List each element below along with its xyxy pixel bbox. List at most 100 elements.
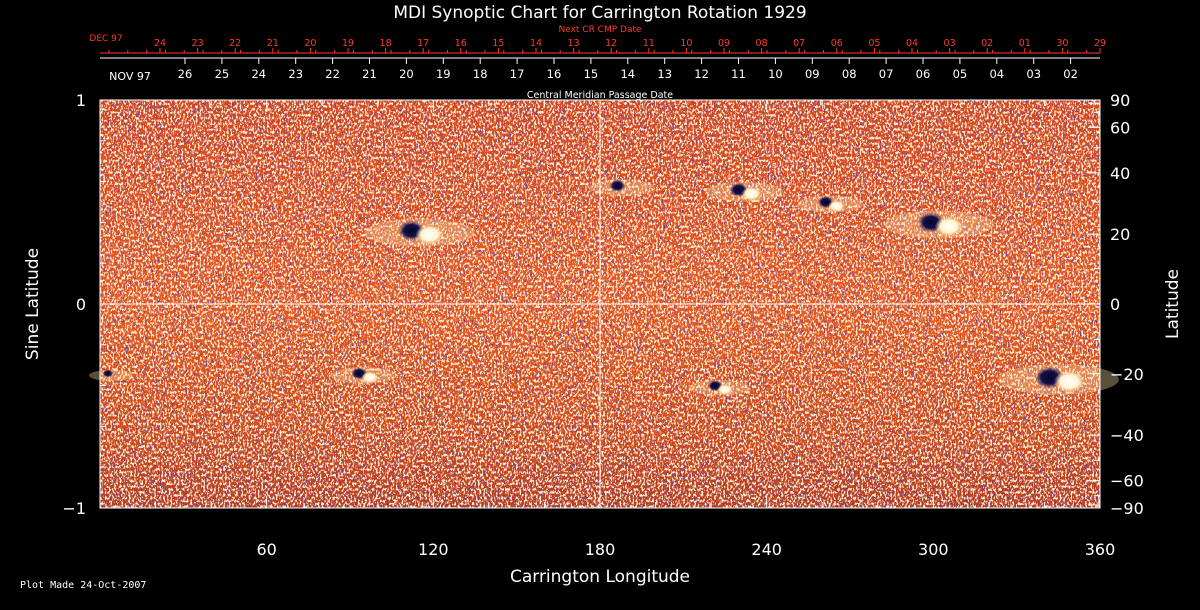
next-cr-tick-label: 13 [568, 38, 580, 49]
cmp-date-tick-label: 03 [1026, 67, 1041, 81]
cmp-date-tick-label: 14 [620, 67, 635, 81]
active-region [364, 218, 475, 247]
chart-title: MDI Synoptic Chart for Carrington Rotati… [393, 3, 806, 23]
x-tick-label: 300 [918, 540, 949, 559]
active-region [883, 210, 994, 239]
next-cr-axis-month: DEC 97 [89, 34, 122, 44]
active-region [330, 367, 397, 384]
cmp-date-tick-label: 02 [1063, 67, 1078, 81]
positive-polarity-patch [717, 384, 733, 396]
y-right-tick-label: −90 [1110, 499, 1144, 518]
cmp-date-tick-label: 11 [731, 67, 746, 81]
x-axis: 60 120 180 240 300 360 [155, 100, 1116, 559]
y-axis-left-label: Sine Latitude [23, 248, 43, 360]
next-cr-tick-label: 19 [342, 38, 354, 49]
next-cr-tick-label: 05 [868, 38, 880, 49]
cmp-date-tick-label: 24 [251, 67, 266, 81]
cmp-date-tick-label: 04 [989, 67, 1004, 81]
x-tick-label: 120 [418, 540, 449, 559]
next-cr-axis-label: Next CR CMP Date [558, 25, 642, 35]
y-axis-right-label: Latitude [1163, 269, 1183, 339]
next-cr-tick-label: 09 [718, 38, 730, 49]
x-tick-label: 180 [585, 540, 616, 559]
y-right-tick-label: −20 [1110, 365, 1144, 384]
next-cr-tick-label: 24 [154, 38, 166, 49]
y-right-tick-label: −40 [1110, 426, 1144, 445]
next-cr-tick-label: 23 [192, 38, 204, 49]
active-region [997, 364, 1119, 395]
cmp-date-tick-label: 05 [953, 67, 968, 81]
active-region [797, 195, 864, 213]
cmp-date-tick-label: 25 [215, 67, 230, 81]
positive-polarity-patch [415, 224, 444, 245]
next-cr-tick-label: 20 [304, 38, 316, 49]
cmp-date-tick-label: 13 [657, 67, 672, 81]
next-cr-tick-label: 14 [530, 38, 542, 49]
y-right-tick-label: 40 [1110, 164, 1130, 183]
y-left-tick-label: −1 [62, 499, 86, 518]
x-tick-label: 60 [256, 540, 276, 559]
y-right-tick-label: −60 [1110, 472, 1144, 491]
next-cr-tick-label: 04 [906, 38, 918, 49]
positive-polarity-patch [741, 186, 762, 201]
next-cr-tick-label: 01 [1019, 38, 1031, 49]
x-tick-label: 360 [1085, 540, 1116, 559]
y-axis-left: 1 0 −1 [62, 91, 112, 518]
positive-polarity-patch [361, 371, 379, 384]
cmp-date-tick-label: 17 [510, 67, 525, 81]
x-axis-label: Carrington Longitude [510, 567, 690, 587]
cmp-date-tick-label: 09 [805, 67, 820, 81]
x-tick-label: 240 [751, 540, 782, 559]
negative-polarity-patch [102, 369, 114, 378]
cmp-date-tick-label: 10 [768, 67, 783, 81]
cmp-date-axis-month: NOV 97 [109, 70, 151, 83]
active-region [589, 179, 656, 197]
y-right-tick-label: 60 [1110, 118, 1130, 137]
next-cr-tick-label: 08 [756, 38, 768, 49]
cmp-date-tick-label: 26 [178, 67, 193, 81]
positive-polarity-patch [828, 200, 845, 213]
y-axis-right: 90 60 40 20 0 −20 −40 −60 −90 [1088, 91, 1144, 518]
y-right-tick-label: 20 [1110, 225, 1130, 244]
next-cr-tick-label: 16 [455, 38, 467, 49]
cmp-date-tick-label: 12 [694, 67, 709, 81]
next-cr-tick-label: 07 [793, 38, 805, 49]
y-right-tick-label: 0 [1110, 295, 1120, 314]
cmp-date-axis-label: Central Meridian Passage Date [527, 90, 673, 101]
next-cr-tick-label: 02 [981, 38, 993, 49]
next-cr-tick-label: 30 [1056, 38, 1068, 49]
cmp-date-tick-label: 20 [399, 67, 414, 81]
next-cr-tick-label: 11 [643, 38, 655, 49]
positive-polarity-patch [1053, 370, 1085, 393]
plot-timestamp: Plot Made 24-Oct-2007 [20, 580, 147, 591]
cmp-date-tick-label: 18 [473, 67, 488, 81]
next-cr-tick-label: 06 [831, 38, 843, 49]
next-cr-tick-label: 22 [229, 38, 241, 49]
next-cr-tick-label: 03 [944, 38, 956, 49]
active-region [689, 379, 750, 396]
next-cr-tick-label: 29 [1094, 38, 1106, 49]
cmp-date-tick-label: 16 [547, 67, 562, 81]
next-cr-tick-label: 10 [680, 38, 692, 49]
next-cr-tick-label: 21 [267, 38, 279, 49]
cmp-date-tick-label: 07 [879, 67, 894, 81]
cmp-date-tick-label: 06 [916, 67, 931, 81]
negative-polarity-patch [609, 179, 626, 192]
cmp-date-tick-label: 08 [842, 67, 857, 81]
y-left-tick-label: 0 [76, 295, 86, 314]
y-right-tick-label: 90 [1110, 91, 1130, 110]
cmp-date-axis: NOV 97 Central Meridian Passage Date 26 2… [100, 57, 1100, 101]
next-cr-tick-label: 18 [380, 38, 392, 49]
next-cr-tick-label: 12 [605, 38, 617, 49]
cmp-date-tick-label: 19 [436, 67, 451, 81]
active-region [705, 182, 783, 202]
cmp-date-tick-label: 22 [325, 67, 340, 81]
y-left-tick-label: 1 [76, 91, 86, 110]
cmp-date-tick-label: 23 [288, 67, 303, 81]
positive-polarity-patch [934, 216, 963, 237]
next-cr-axis: Next CR CMP Date DEC 97 24 23 22 21 20 19 18 17… [89, 25, 1106, 54]
cmp-date-tick-label: 15 [584, 67, 599, 81]
next-cr-tick-label: 17 [417, 38, 429, 49]
next-cr-tick-label: 15 [492, 38, 504, 49]
